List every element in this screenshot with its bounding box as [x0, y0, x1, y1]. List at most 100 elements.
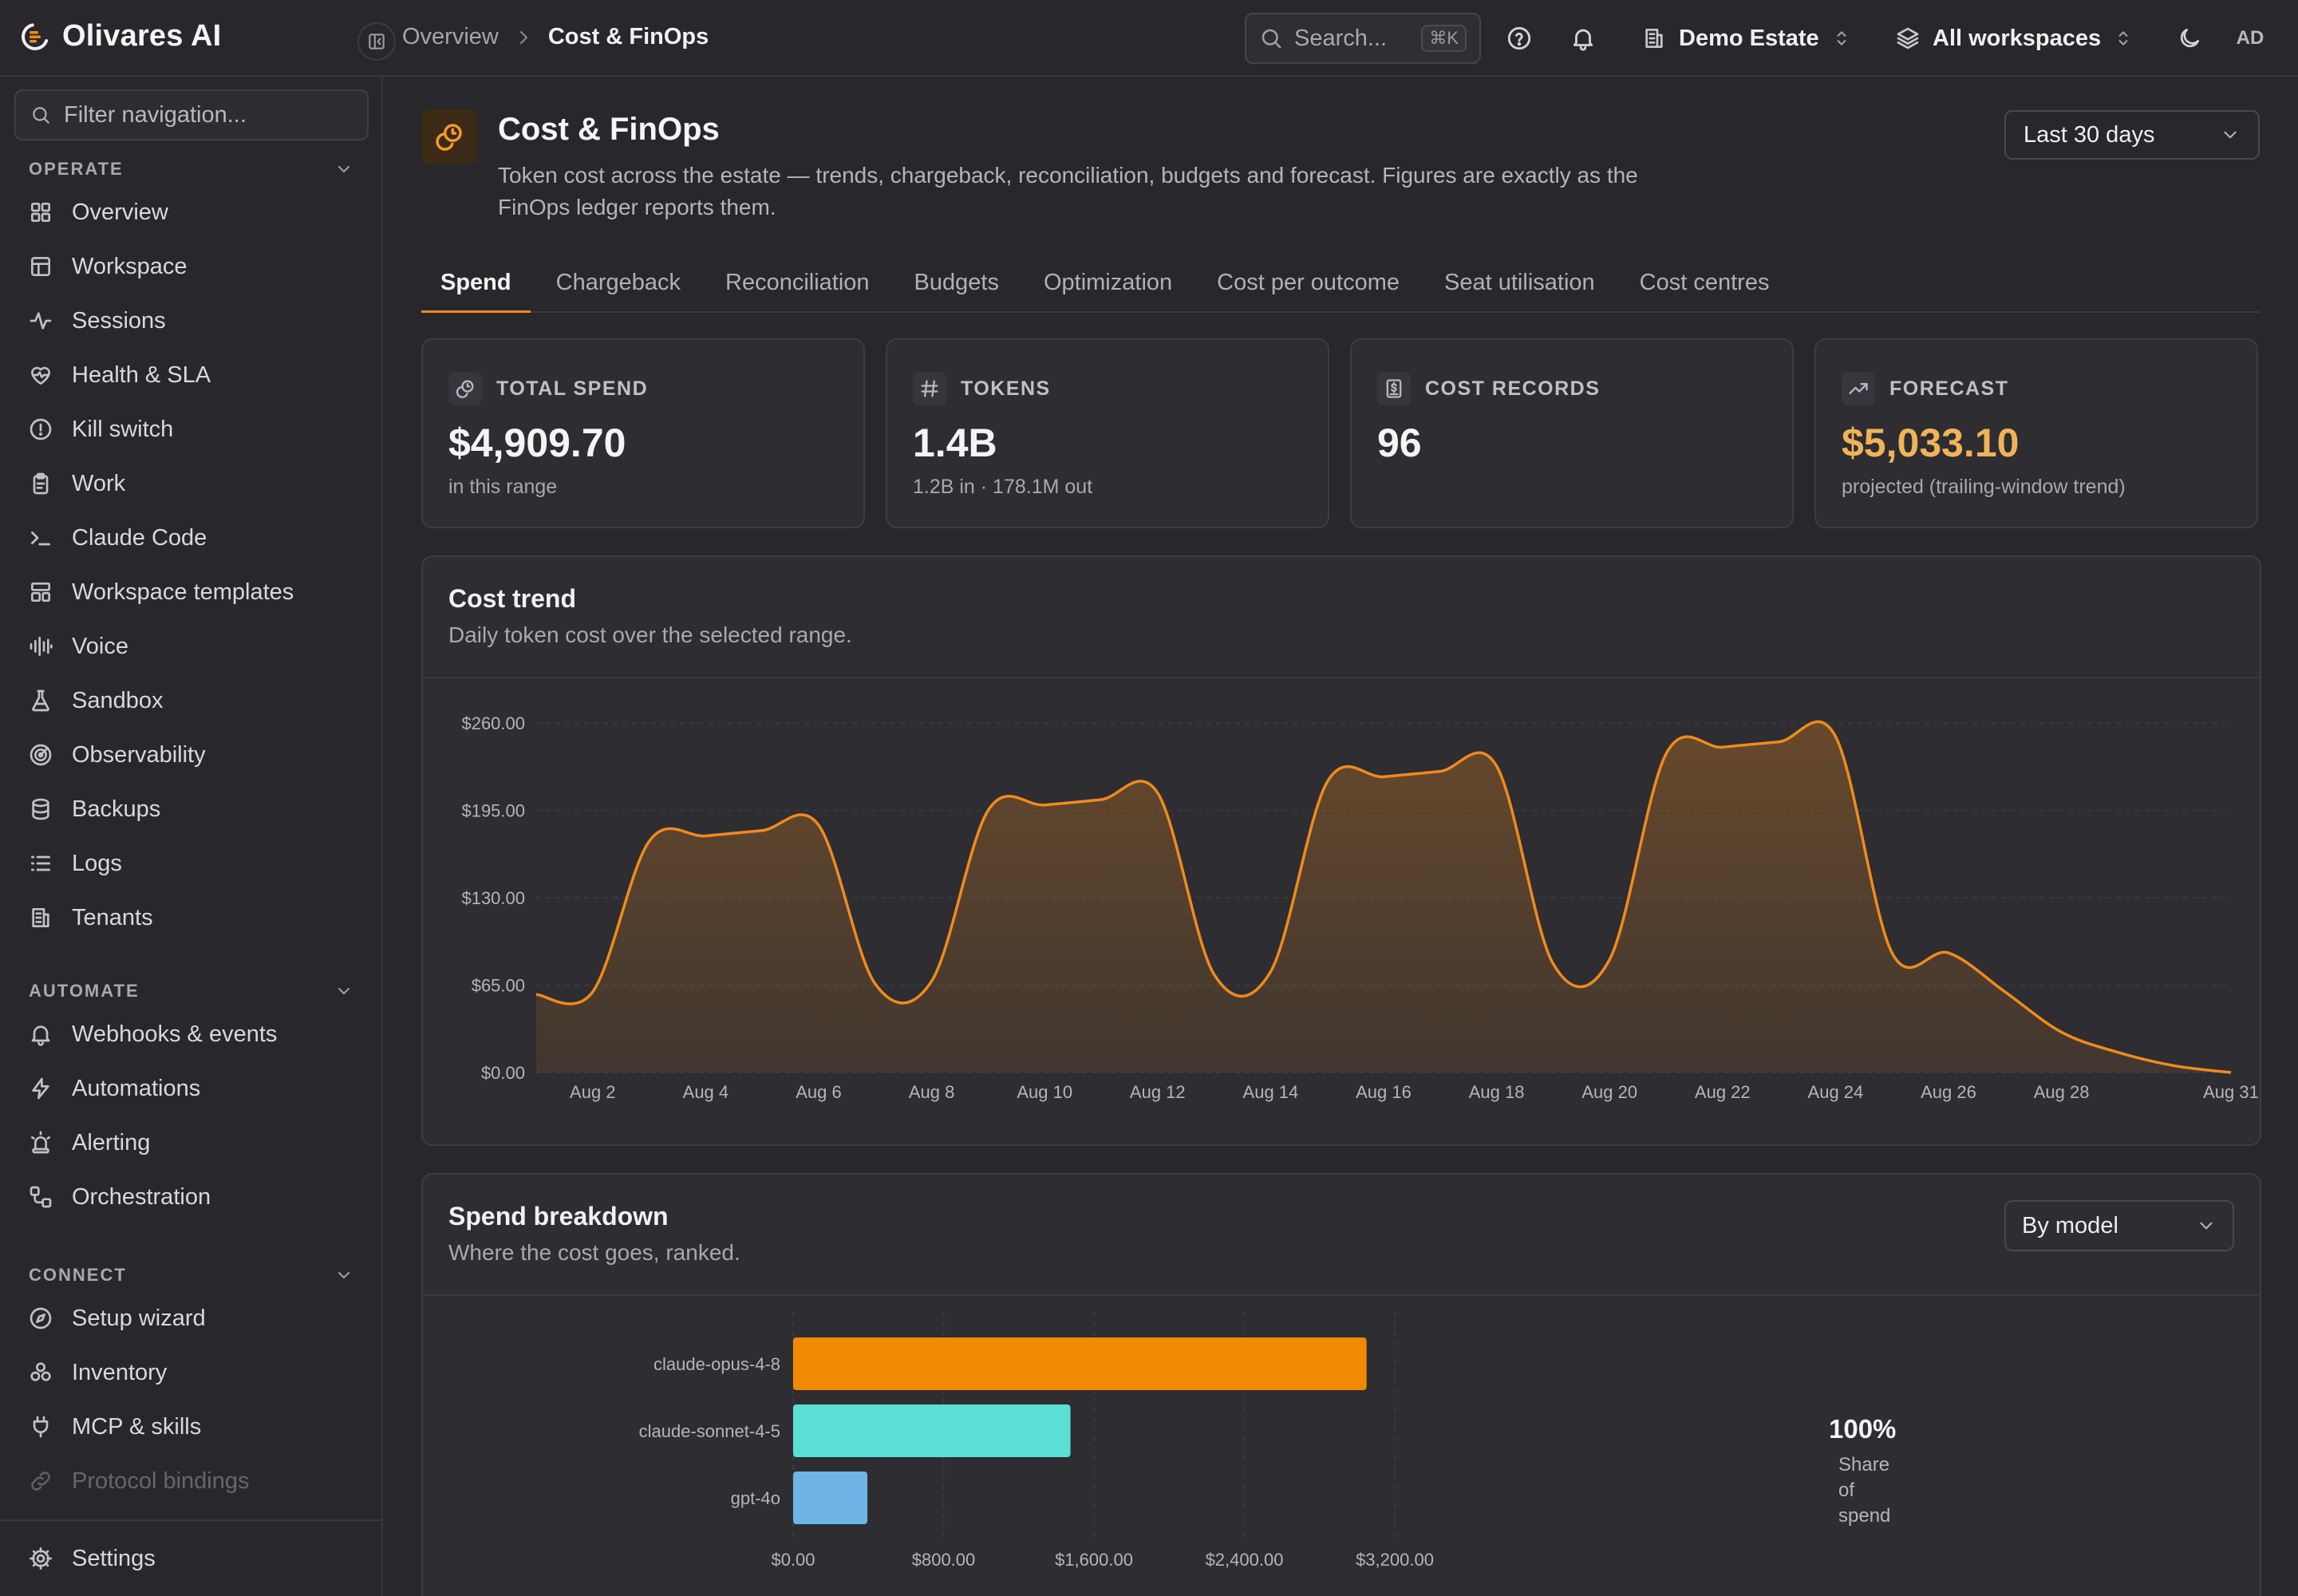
sidebar-item-sandbox[interactable]: Sandbox: [0, 674, 381, 728]
x-tick-label: Aug 22: [1695, 1082, 1751, 1102]
tab-cost-centres[interactable]: Cost centres: [1639, 270, 1770, 295]
link-icon: [27, 1468, 54, 1495]
workspace-selector[interactable]: All workspaces: [1894, 18, 2134, 59]
sidebar-item-work[interactable]: Work: [0, 456, 381, 511]
nav-section-header[interactable]: AUTOMATE: [0, 975, 381, 1007]
tab-spend[interactable]: Spend: [421, 267, 531, 313]
avatar[interactable]: AD: [2236, 27, 2264, 49]
sidebar-item-automations[interactable]: Automations: [0, 1061, 381, 1116]
brand-logo-icon: [19, 21, 51, 53]
kpi-header: TOKENS: [913, 372, 1051, 405]
sidebar-item-webhooks-events[interactable]: Webhooks & events: [0, 1007, 381, 1061]
template-icon: [27, 579, 54, 606]
y-tick-label: $195.00: [461, 801, 525, 821]
sidebar-item-settings[interactable]: Settings: [0, 1519, 381, 1596]
sidebar-item-inventory[interactable]: Inventory: [0, 1345, 381, 1400]
bar-claude-opus-4-8[interactable]: [793, 1337, 1367, 1390]
sidebar-item-alerting[interactable]: Alerting: [0, 1116, 381, 1170]
nav-section-header[interactable]: OPERATE: [0, 153, 381, 185]
kpi-header: COST RECORDS: [1377, 372, 1600, 405]
sidebar-item-logs[interactable]: Logs: [0, 836, 381, 891]
sidebar-item-workspace[interactable]: Workspace: [0, 239, 381, 294]
nav-section-automate: AUTOMATE Webhooks & events Automations Aler…: [0, 975, 381, 1224]
search-icon: [30, 105, 51, 125]
sidebar-item-health-sla[interactable]: Health & SLA: [0, 348, 381, 402]
search-input[interactable]: Search... ⌘K: [1245, 13, 1481, 64]
x-tick-label: Aug 18: [1469, 1082, 1525, 1102]
coins-icon: [448, 372, 482, 405]
radar-icon: [27, 741, 54, 768]
tab-reconciliation[interactable]: Reconciliation: [725, 270, 870, 295]
bar-claude-sonnet-4-5[interactable]: [793, 1404, 1071, 1457]
sidebar-item-label: Webhooks & events: [72, 1021, 278, 1047]
sidebar-item-label: Alerting: [72, 1129, 151, 1156]
help-circle-icon[interactable]: [1503, 22, 1535, 54]
sidebar-item-mcp-skills[interactable]: MCP & skills: [0, 1400, 381, 1454]
main-content: Cost & FinOps Token cost across the esta…: [385, 77, 2298, 1596]
tab-budgets[interactable]: Budgets: [914, 270, 999, 295]
sidebar-item-observability[interactable]: Observability: [0, 728, 381, 782]
top-bar: Olivares AI Overview Cost & FinOps Searc…: [0, 0, 2298, 77]
kpi-card-total-spend: TOTAL SPEND $4,909.70 in this range: [421, 338, 865, 528]
sidebar-toggle-icon[interactable]: [357, 22, 396, 61]
breadcrumb-parent[interactable]: Overview: [402, 24, 499, 49]
kpi-subtext: projected (trailing-window trend): [1842, 476, 2126, 498]
brand[interactable]: Olivares AI: [19, 19, 221, 53]
plug-icon: [27, 1413, 54, 1440]
estate-selector[interactable]: Demo Estate: [1641, 18, 1853, 59]
gear-icon: [27, 1545, 54, 1572]
nav-section-header[interactable]: CONNECT: [0, 1259, 381, 1291]
card-title: Cost trend: [448, 584, 576, 613]
x-tick-label: Aug 26: [1921, 1082, 1976, 1102]
y-tick-label: $260.00: [461, 713, 525, 733]
sidebar-item-tenants[interactable]: Tenants: [0, 891, 381, 945]
cost-area: [536, 721, 2231, 1073]
sidebar-item-voice[interactable]: Voice: [0, 619, 381, 674]
sidebar-item-overview[interactable]: Overview: [0, 185, 381, 239]
sidebar-item-orchestration[interactable]: Orchestration: [0, 1170, 381, 1224]
kpi-subtext: in this range: [448, 476, 558, 498]
tab-chargeback[interactable]: Chargeback: [555, 270, 681, 295]
date-range-select[interactable]: Last 30 days: [2004, 110, 2260, 160]
workspace-name: All workspaces: [1933, 25, 2102, 51]
sidebar-item-claude-code[interactable]: Claude Code: [0, 511, 381, 565]
nav-section-label: AUTOMATE: [29, 981, 140, 1001]
share-value: 100%: [1829, 1414, 1897, 1444]
tab-seat-utilisation[interactable]: Seat utilisation: [1444, 270, 1595, 295]
chevron-down-icon: [334, 981, 354, 1001]
x-tick-label: Aug 14: [1243, 1082, 1299, 1102]
divider: [423, 1294, 2260, 1296]
group-by-select[interactable]: By model: [2004, 1200, 2234, 1251]
sidebar-item-sessions[interactable]: Sessions: [0, 294, 381, 348]
chevrons-up-down-icon: [2112, 27, 2134, 49]
tab-optimization[interactable]: Optimization: [1043, 270, 1173, 295]
tab-cost-per-outcome[interactable]: Cost per outcome: [1217, 270, 1400, 295]
chevron-down-icon: [334, 1265, 354, 1286]
bar-gpt-4o[interactable]: [793, 1472, 868, 1524]
chevron-right-icon: [513, 27, 534, 48]
moon-icon[interactable]: [2174, 22, 2205, 54]
kpi-value: 1.4B: [913, 421, 997, 465]
sidebar-item-label: Sandbox: [72, 687, 164, 713]
sidebar-item-setup-wizard[interactable]: Setup wizard: [0, 1291, 381, 1345]
sidebar-item-label: Logs: [72, 850, 122, 876]
nav-section-label: OPERATE: [29, 159, 124, 179]
kpi-value: $4,909.70: [448, 421, 626, 465]
sidebar-item-kill-switch[interactable]: Kill switch: [0, 402, 381, 456]
sidebar-item-label: Sessions: [72, 307, 166, 334]
sidebar-item-workspace-templates[interactable]: Workspace templates: [0, 565, 381, 619]
sidebar-item-label: Kill switch: [72, 416, 174, 442]
trending-up-icon: [1842, 372, 1875, 405]
building-icon: [27, 904, 54, 931]
database-icon: [27, 796, 54, 823]
sidebar-item-label: Health & SLA: [72, 361, 211, 388]
filter-navigation-input[interactable]: Filter navigation...: [14, 89, 369, 140]
sidebar-item-protocol-bindings[interactable]: Protocol bindings: [0, 1454, 381, 1508]
chevron-down-icon: [2196, 1215, 2217, 1236]
chevron-down-icon: [2220, 124, 2241, 145]
bell-icon[interactable]: [1567, 22, 1599, 54]
sidebar-item-backups[interactable]: Backups: [0, 782, 381, 836]
sidebar-item-label: Work: [72, 470, 126, 496]
x-tick-label: Aug 4: [683, 1082, 729, 1102]
cost-line[interactable]: [535, 720, 2232, 1074]
